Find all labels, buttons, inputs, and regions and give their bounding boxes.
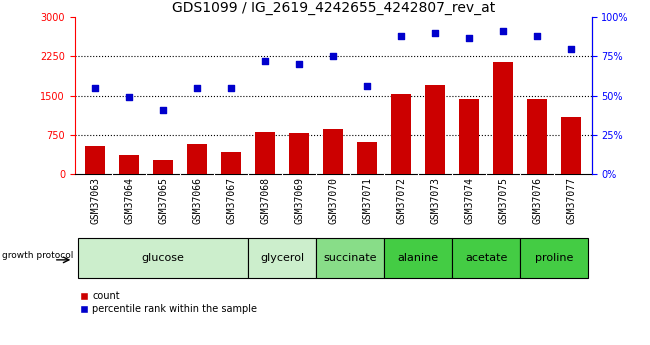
Bar <box>248 238 316 278</box>
Bar <box>119 155 139 174</box>
Text: GSM37076: GSM37076 <box>532 177 542 224</box>
Bar <box>85 147 105 174</box>
Text: glucose: glucose <box>142 253 185 263</box>
Legend: count, percentile rank within the sample: count, percentile rank within the sample <box>79 291 257 314</box>
Text: growth protocol: growth protocol <box>2 252 73 260</box>
Text: GSM37077: GSM37077 <box>566 177 576 224</box>
Text: GSM37072: GSM37072 <box>396 177 406 224</box>
Bar <box>187 144 207 174</box>
Text: GSM37069: GSM37069 <box>294 177 304 224</box>
Point <box>396 33 406 39</box>
Text: GSM37066: GSM37066 <box>192 177 202 224</box>
Bar <box>153 160 174 174</box>
Text: proline: proline <box>535 253 573 263</box>
Point <box>226 85 237 91</box>
Point <box>532 33 542 39</box>
Text: GSM37073: GSM37073 <box>430 177 440 224</box>
Bar <box>493 62 514 174</box>
Bar <box>78 238 248 278</box>
Bar <box>323 129 343 174</box>
Point <box>430 30 440 36</box>
Text: GSM37064: GSM37064 <box>124 177 134 224</box>
Point <box>464 35 474 40</box>
Text: glycerol: glycerol <box>260 253 304 263</box>
Bar <box>316 238 384 278</box>
Point <box>192 85 202 91</box>
Text: GSM37068: GSM37068 <box>260 177 270 224</box>
Point <box>124 95 135 100</box>
Bar <box>384 238 452 278</box>
Point <box>362 83 372 89</box>
Text: GSM37071: GSM37071 <box>362 177 372 224</box>
Text: GSM37075: GSM37075 <box>498 177 508 224</box>
Point <box>90 85 100 91</box>
Text: succinate: succinate <box>323 253 377 263</box>
Text: GSM37067: GSM37067 <box>226 177 236 224</box>
Bar <box>289 134 309 174</box>
Point <box>328 54 338 59</box>
Point <box>498 29 508 34</box>
Bar <box>520 238 588 278</box>
Bar <box>255 132 276 174</box>
Bar <box>425 85 445 174</box>
Text: GSM37063: GSM37063 <box>90 177 100 224</box>
Bar <box>452 238 520 278</box>
Text: GSM37074: GSM37074 <box>464 177 474 224</box>
Bar <box>221 152 241 174</box>
Bar <box>561 117 581 174</box>
Bar <box>459 99 479 174</box>
Point <box>294 61 304 67</box>
Title: GDS1099 / IG_2619_4242655_4242807_rev_at: GDS1099 / IG_2619_4242655_4242807_rev_at <box>172 1 495 15</box>
Text: GSM37070: GSM37070 <box>328 177 338 224</box>
Point <box>566 46 577 51</box>
Text: acetate: acetate <box>465 253 507 263</box>
Point <box>260 58 270 64</box>
Bar <box>527 99 547 174</box>
Point <box>158 107 168 112</box>
Bar <box>357 142 377 174</box>
Text: alanine: alanine <box>398 253 439 263</box>
Bar <box>391 94 411 174</box>
Text: GSM37065: GSM37065 <box>158 177 168 224</box>
